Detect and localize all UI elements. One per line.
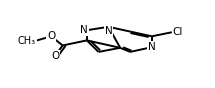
Text: CH₃: CH₃ [18,36,36,46]
Text: N: N [148,42,156,52]
Text: Cl: Cl [173,27,183,37]
Text: O: O [47,31,55,41]
Text: O: O [51,51,59,61]
Text: N: N [105,26,112,36]
Text: N: N [80,25,88,35]
